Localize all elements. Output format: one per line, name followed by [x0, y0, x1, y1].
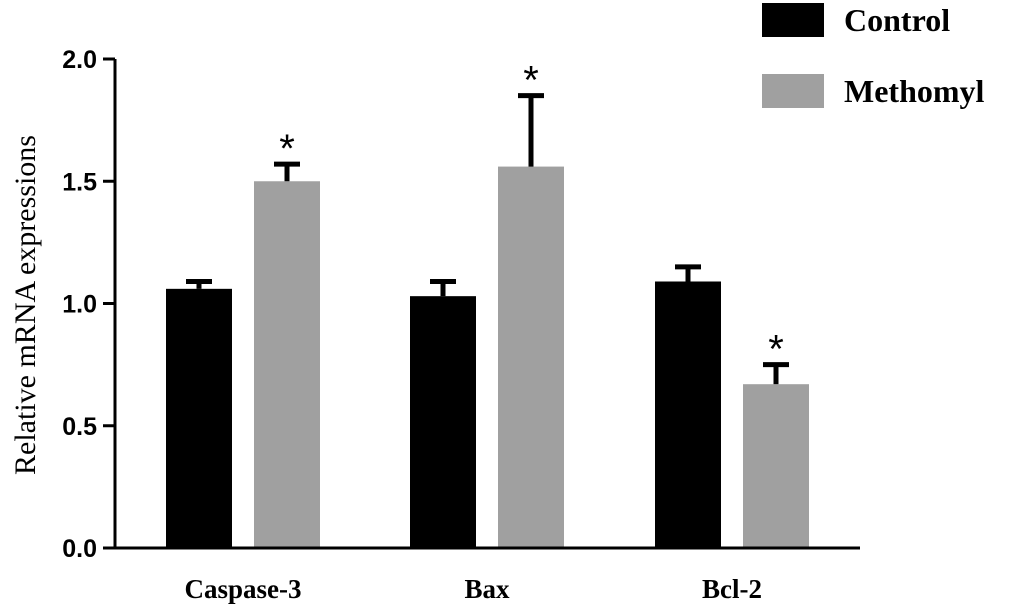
x-category-label: Bcl-2 — [702, 574, 762, 604]
bar-methomyl-caspase-3 — [254, 181, 320, 548]
y-tick-label: 1.5 — [62, 168, 97, 196]
legend-swatch-control — [762, 3, 824, 37]
legend-label-control: Control — [844, 2, 950, 38]
x-category-label: Caspase-3 — [184, 574, 301, 604]
y-axis-ticks: 0.0 0.5 1.0 1.5 2.0 — [62, 46, 115, 563]
legend-swatch-methomyl — [762, 74, 824, 108]
x-axis-category-labels: Caspase-3 Bax Bcl-2 — [184, 574, 762, 604]
bars-group — [166, 166, 809, 548]
legend-label-methomyl: Methomyl — [844, 73, 985, 109]
x-category-label: Bax — [464, 574, 510, 604]
y-tick-label: 0.0 — [62, 535, 97, 563]
bar-methomyl-bcl-2 — [743, 384, 809, 548]
bar-control-caspase-3 — [166, 288, 232, 548]
bar-methomyl-bax — [498, 166, 564, 548]
significance-star: * — [768, 328, 784, 372]
y-tick-label: 2.0 — [62, 46, 97, 74]
legend: Control Methomyl — [762, 2, 985, 109]
significance-star: * — [523, 59, 539, 103]
error-bars-group — [186, 93, 789, 385]
y-axis-label: Relative mRNA expressions — [9, 135, 42, 475]
bar-control-bax — [410, 296, 476, 548]
y-tick-label: 1.0 — [62, 291, 97, 319]
significance-star: * — [279, 127, 295, 171]
significance-markers: * * * — [279, 59, 784, 372]
y-tick-label: 0.5 — [62, 413, 97, 441]
bar-control-bcl-2 — [655, 281, 721, 548]
